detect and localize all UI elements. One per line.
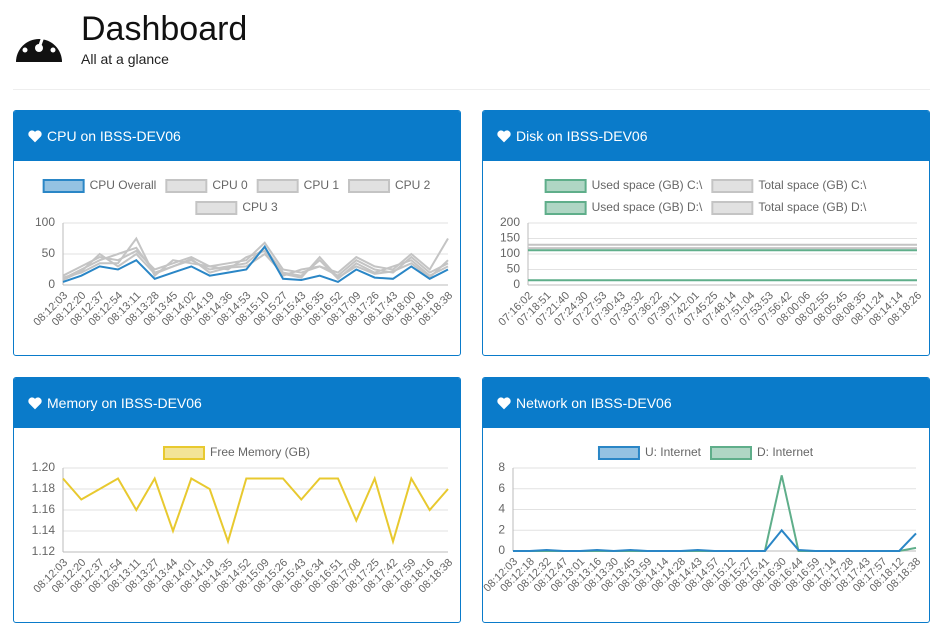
series-line [62,244,449,284]
y-tick-label: 6 [498,481,505,495]
y-tick-label: 1.16 [32,502,56,516]
legend-item: CPU 2 [348,178,431,193]
heart-icon [497,129,511,142]
panel-header: CPU on IBSS-DEV06 [14,111,460,161]
y-tick-label: 0 [48,277,55,291]
chart: U: Internet D: Internet0246808:12:0308:12… [483,445,923,594]
y-tick-label: 1.20 [32,460,56,474]
legend-swatch [162,446,205,460]
legend-swatch [42,179,85,193]
legend-item: U: Internet [597,445,702,460]
legend-item: CPU 0 [165,178,248,193]
legend-item: D: Internet [710,445,814,460]
y-tick-label: 8 [498,460,505,474]
legend-label: CPU 1 [304,178,340,192]
y-tick-label: 50 [42,246,56,260]
chart: Free Memory (GB)1.121.141.161.181.2008:1… [31,445,455,595]
legend-swatch [165,179,208,193]
series-line [513,475,917,552]
series-line [513,528,917,553]
legend-item: CPU Overall [42,178,157,193]
y-tick-label: 100 [500,246,520,260]
chart-title: Disk on IBSS-DEV06 [516,128,648,144]
panel: Memory on IBSS-DEV06 Free Memory (GB) 1.12… [13,377,461,623]
legend-item: Total space (GB) D:\ [711,200,867,215]
y-tick-label: 0 [513,277,520,291]
panel-header: Network on IBSS-DEV06 [483,378,929,428]
legend-swatch [544,179,587,193]
y-tick-label: 2 [498,522,505,536]
y-tick-label: 1.14 [32,523,56,537]
legend-label: CPU 2 [395,178,431,192]
series-line [62,252,449,281]
legend-label: Used space (GB) C:\ [592,178,703,192]
page-title: Dashboard [81,10,248,48]
series-line [62,246,449,281]
chart-title: CPU on IBSS-DEV06 [47,128,181,144]
panel: Network on IBSS-DEV06 U: Internet D: Inter… [482,377,930,623]
legend-swatch [195,201,238,215]
legend-swatch [256,179,299,193]
chart-title: Network on IBSS-DEV06 [516,395,672,411]
legend-item: Used space (GB) C:\ [544,178,703,193]
y-tick-label: 100 [35,215,55,229]
dashboard-icon [16,30,62,62]
legend-label: Total space (GB) C:\ [758,178,867,192]
panel: Disk on IBSS-DEV06 Used space (GB) C:\ Tot… [482,110,930,356]
legend-item: CPU 3 [195,200,278,215]
legend-label: Free Memory (GB) [210,445,310,459]
legend-swatch [711,201,754,215]
divider [13,89,930,90]
legend-item: Total space (GB) C:\ [711,178,867,193]
legend-item: Used space (GB) D:\ [544,200,703,215]
panel-header: Memory on IBSS-DEV06 [14,378,460,428]
legend-label: D: Internet [757,445,814,459]
y-tick-label: 1.12 [32,544,56,558]
y-tick-label: 4 [498,502,505,516]
legend-label: Total space (GB) D:\ [758,200,867,214]
heart-icon [28,396,42,409]
y-tick-label: 50 [507,262,521,276]
legend-label: CPU 0 [212,178,248,192]
legend-item: CPU 1 [256,178,340,193]
legend-label: CPU 3 [242,200,278,214]
y-tick-label: 1.18 [32,481,56,495]
series-line [62,475,449,546]
series-line [62,241,449,277]
panel-header: Disk on IBSS-DEV06 [483,111,929,161]
legend-swatch [597,446,640,460]
chart: Used space (GB) C:\ Total space (GB) C:\ U… [496,178,924,328]
heart-icon [497,396,511,409]
page-subtitle: All at a glance [81,51,169,67]
legend-label: U: Internet [645,445,702,459]
legend-label: CPU Overall [90,178,157,192]
panel: CPU on IBSS-DEV06 CPU Overall CPU 0 CPU 1 CP… [13,110,461,356]
y-tick-label: 0 [498,543,505,557]
legend-item: Free Memory (GB) [162,445,310,460]
chart-title: Memory on IBSS-DEV06 [47,395,202,411]
legend-swatch [711,179,754,193]
legend-swatch [544,201,587,215]
heart-icon [28,129,42,142]
y-tick-label: 200 [500,215,520,229]
legend-swatch [710,446,752,460]
y-tick-label: 150 [500,231,520,245]
legend-label: Used space (GB) D:\ [592,200,703,214]
legend-swatch [348,179,391,193]
